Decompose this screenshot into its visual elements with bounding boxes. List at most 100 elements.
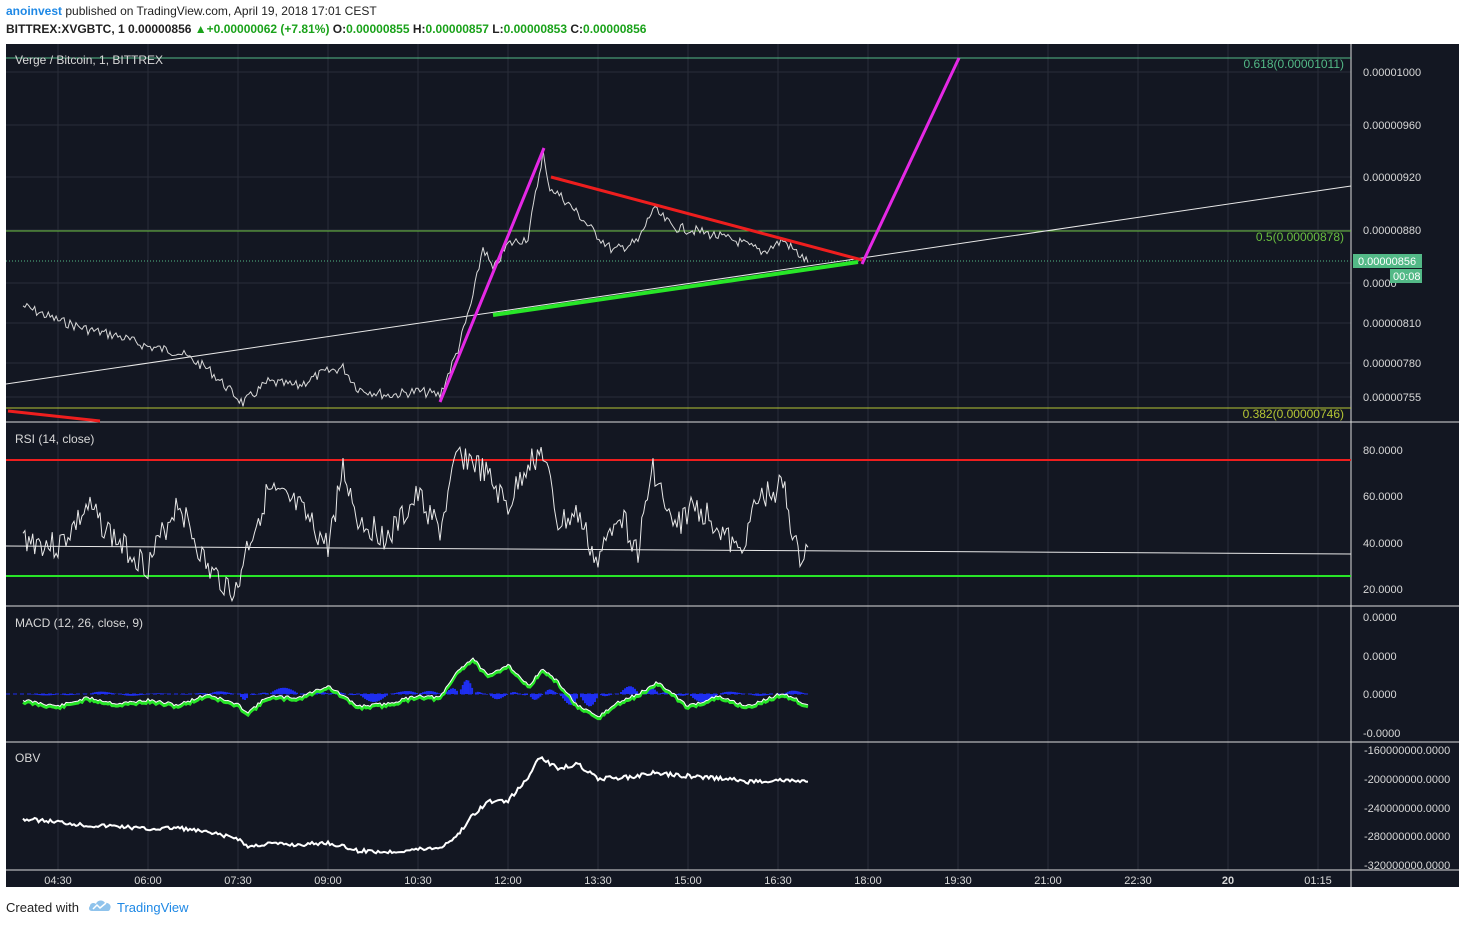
time-tick-label: 22:30: [1124, 875, 1152, 887]
fib-level-labels: 0.618(0.00001011) 0.5(0.00000878) 0.382(0.…: [1243, 57, 1344, 421]
macd-hist-bar: [434, 691, 436, 694]
macd-hist-bar: [584, 694, 586, 704]
low-label: L:: [492, 22, 504, 36]
macd-hist-bar: [100, 691, 102, 694]
macd-hist-bar: [574, 694, 576, 702]
macd-hist-bar: [374, 694, 376, 702]
macd-hist-bar: [730, 691, 732, 694]
macd-hist-bar: [368, 694, 370, 702]
time-tick-label: 04:30: [44, 875, 72, 887]
macd-hist-bar: [500, 694, 502, 699]
pane-borders: [6, 44, 1459, 887]
macd-hist-bar: [158, 693, 160, 694]
open-label: O:: [332, 22, 347, 36]
macd-hist-bar: [342, 693, 344, 694]
macd-hist-bar: [548, 689, 551, 694]
chart-svg[interactable]: Verge / Bitcoin, 1, BITTREX 0.000010000.…: [5, 44, 1459, 887]
author-link[interactable]: anoinvest: [6, 4, 63, 18]
macd-hist-bar: [410, 691, 412, 694]
time-tick-label: 01:15: [1304, 875, 1332, 887]
obv-axis-labels: -160000000.0000 -200000000.0000 -240000000…: [1364, 745, 1450, 872]
macd-hist-bar: [592, 694, 594, 705]
macd-hist-bar: [600, 694, 602, 696]
macd-hist-bar: [162, 693, 164, 694]
countdown-badge-text: 00:08: [1393, 271, 1421, 283]
time-tick-label: 09:00: [314, 875, 342, 887]
macd-hist-bar: [526, 694, 528, 695]
macd-hist-bar: [566, 694, 568, 703]
macd-hist-bar: [120, 694, 122, 695]
macd-hist-bar: [152, 693, 154, 694]
macd-hist-bar: [278, 688, 280, 694]
price-pane[interactable]: Verge / Bitcoin, 1, BITTREX 0.000010000.…: [5, 53, 1422, 423]
macd-hist-bar: [182, 694, 184, 695]
macd-hist-bar: [110, 692, 112, 694]
macd-hist-bar: [676, 694, 678, 695]
time-tick-label: 18:00: [854, 875, 882, 887]
time-tick-label: 13:30: [584, 875, 612, 887]
rsi-tick-label: 60.0000: [1363, 491, 1403, 503]
macd-hist-bar: [518, 693, 520, 694]
macd-hist-bar: [144, 694, 146, 695]
macd-hist-bar: [654, 689, 656, 694]
macd-hist-bar: [648, 688, 650, 694]
macd-hist-bar: [292, 690, 294, 694]
macd-hist-bar: [761, 694, 764, 696]
macd-hist-bar: [360, 694, 362, 696]
macd-hist-bar: [370, 694, 372, 702]
price-tick-label: 0.0000: [1363, 278, 1397, 290]
obv-pane[interactable]: OBV -160000000.0000 -200000000.0000 -24000…: [15, 745, 1450, 872]
tradingview-brand-link[interactable]: TradingView: [117, 900, 189, 915]
macd-hist-bar: [798, 691, 801, 694]
macd-hist-bar: [502, 694, 504, 698]
macd-hist-bar: [252, 694, 254, 695]
symbol-label: BITTREX:XVGBTC, 1: [6, 22, 125, 36]
macd-hist-bar: [266, 693, 268, 694]
macd-hist-bar: [204, 693, 206, 694]
time-tick-label: 15:00: [674, 875, 702, 887]
macd-hist-bar: [622, 690, 624, 694]
macd-hist-bar: [608, 694, 610, 696]
macd-hist-bar: [222, 691, 224, 694]
macd-hist-bar: [326, 693, 328, 694]
macd-hist-bar: [792, 690, 795, 694]
macd-hist-bar: [412, 691, 414, 694]
macd-hist-bar: [620, 692, 622, 694]
macd-hist-bar: [128, 694, 130, 696]
obv-tick-label: -200000000.0000: [1364, 774, 1450, 786]
macd-hist-bar: [463, 681, 466, 694]
macd-pane[interactable]: MACD (12, 26, close, 9) 0.00000.00000.00…: [6, 612, 1400, 740]
macd-hist-bar: [684, 694, 686, 696]
macd-hist-bar: [286, 688, 288, 694]
macd-hist-bar: [763, 694, 766, 696]
macd-hist-bar: [710, 694, 712, 700]
last-price-badge-text: 0.00000856: [1358, 256, 1416, 268]
macd-hist-bar: [386, 694, 388, 696]
macd-hist-bar: [426, 691, 428, 694]
macd-hist-bar: [382, 694, 384, 699]
tradingview-cloud-icon[interactable]: [88, 899, 112, 913]
macd-hist-bar: [541, 694, 544, 696]
price-tick-label: 0.00000880: [1363, 225, 1421, 237]
macd-hist-bar: [54, 694, 57, 695]
macd-hist-bar: [34, 694, 37, 695]
chart-area[interactable]: Verge / Bitcoin, 1, BITTREX 0.00001000 0.…: [5, 44, 1459, 887]
macd-hist-bar: [420, 693, 422, 694]
obv-pane-title: OBV: [15, 751, 40, 765]
macd-hist-bar: [804, 693, 807, 694]
macd-hist-bar: [788, 691, 791, 694]
time-tick-label: 10:30: [404, 875, 432, 887]
high-value: 0.00000857: [425, 22, 489, 36]
macd-hist-bar: [568, 694, 570, 705]
macd-hist-bar: [736, 692, 738, 694]
macd-hist-bar: [492, 694, 494, 698]
macd-hist-bar: [680, 694, 682, 696]
macd-hist-bar: [678, 694, 680, 696]
macd-hist-bar: [106, 692, 108, 694]
obv-tick-label: -320000000.0000: [1364, 860, 1450, 872]
macd-hist-bar: [696, 694, 698, 701]
rsi-pane[interactable]: RSI (14, close) 80.0000 60.0000 40.0000 20.…: [5, 432, 1403, 603]
macd-hist-bar: [446, 691, 448, 694]
time-tick-label: 19:30: [944, 875, 972, 887]
rsi-pane-title: RSI (14, close): [15, 432, 94, 446]
